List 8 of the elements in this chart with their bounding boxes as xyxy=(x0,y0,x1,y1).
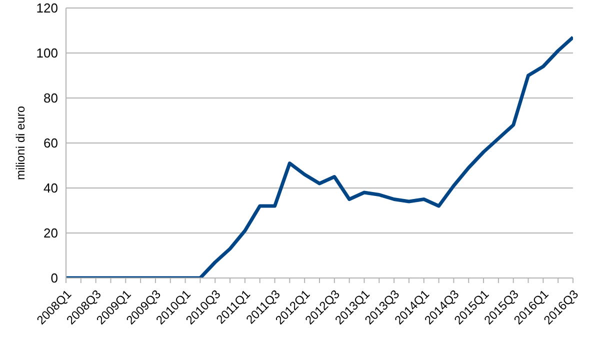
y-tick-label: 120 xyxy=(36,0,58,16)
y-tick-label: 80 xyxy=(44,90,58,106)
y-tick-label: 60 xyxy=(44,136,58,151)
y-tick-label: 40 xyxy=(44,180,58,196)
y-tick-label: 100 xyxy=(36,46,58,61)
y-axis-title: milioni di euro xyxy=(13,106,28,180)
y-tick-label: 20 xyxy=(44,226,58,241)
y-tick-label: 0 xyxy=(50,270,58,286)
